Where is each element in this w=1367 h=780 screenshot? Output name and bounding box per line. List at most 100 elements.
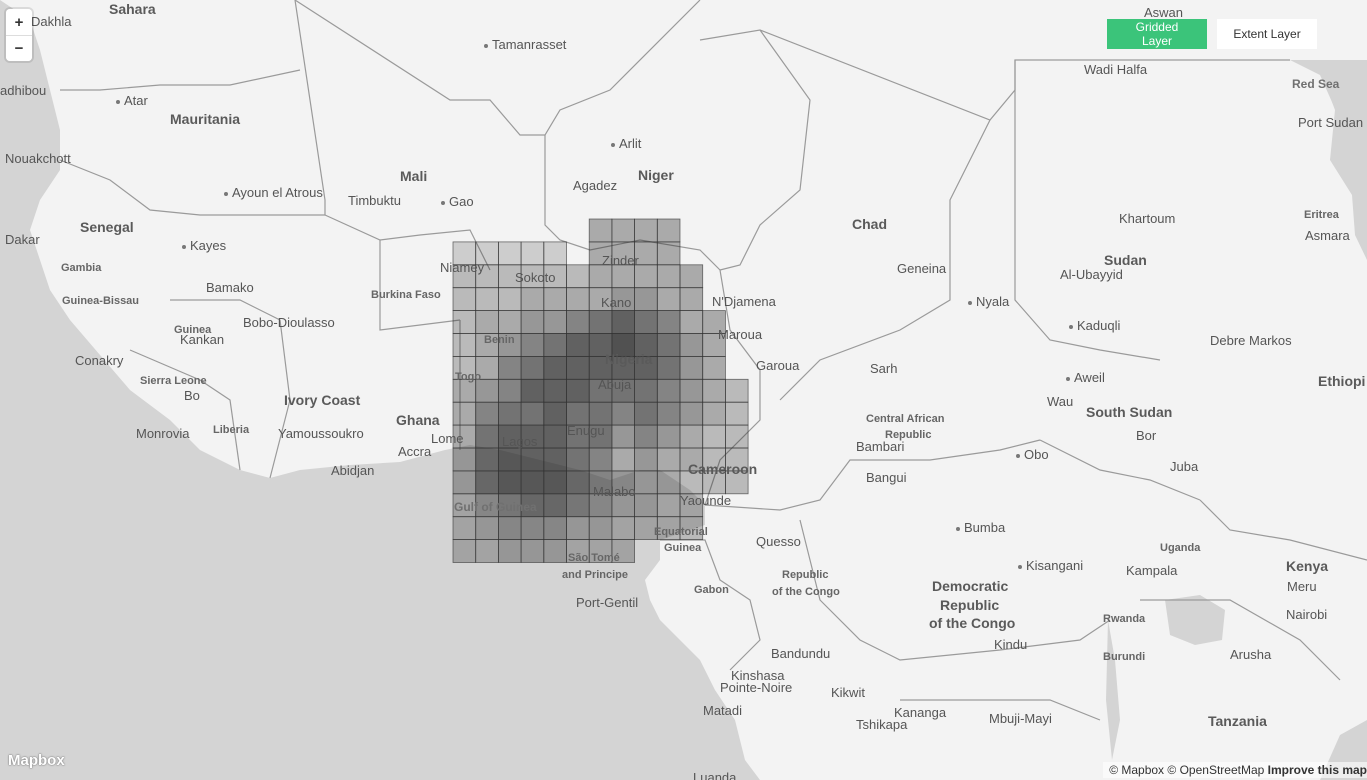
grid-cell[interactable]: [520, 310, 545, 334]
grid-cell[interactable]: [588, 218, 613, 243]
grid-cell[interactable]: [679, 378, 704, 403]
grid-cell[interactable]: [543, 539, 567, 563]
grid-cell[interactable]: [611, 401, 636, 426]
grid-cell[interactable]: [634, 310, 658, 334]
grid-cell[interactable]: [497, 447, 522, 472]
grid-cell[interactable]: [520, 470, 545, 495]
grid-cell[interactable]: [520, 447, 545, 472]
grid-cell[interactable]: [588, 516, 613, 541]
grid-cell[interactable]: [656, 378, 681, 403]
grid-cell[interactable]: [452, 516, 477, 541]
grid-cell[interactable]: [475, 401, 499, 426]
grid-cell[interactable]: [543, 378, 567, 403]
grid-cell[interactable]: [543, 447, 567, 472]
grid-cell[interactable]: [656, 424, 681, 449]
grid-cell[interactable]: [566, 516, 590, 541]
grid-cell[interactable]: [452, 447, 477, 472]
grid-cell[interactable]: [679, 310, 704, 334]
grid-cell[interactable]: [702, 378, 726, 403]
grid-cell[interactable]: [656, 493, 681, 518]
grid-cell[interactable]: [725, 424, 749, 449]
grid-cell[interactable]: [543, 355, 567, 380]
grid-cell[interactable]: [452, 333, 477, 357]
grid-cell[interactable]: [679, 401, 704, 426]
grid-cell[interactable]: [520, 241, 545, 266]
grid-cell[interactable]: [702, 401, 726, 426]
grid-cell[interactable]: [679, 516, 704, 541]
grid-cell[interactable]: [452, 310, 477, 334]
grid-cell[interactable]: [634, 378, 658, 403]
attribution-osm[interactable]: © OpenStreetMap: [1167, 763, 1265, 777]
grid-cell[interactable]: [634, 424, 658, 449]
grid-cell[interactable]: [475, 310, 499, 334]
grid-cell[interactable]: [588, 264, 613, 289]
grid-cell[interactable]: [725, 378, 749, 403]
grid-cell[interactable]: [543, 493, 567, 518]
grid-cell[interactable]: [588, 401, 613, 426]
grid-cell[interactable]: [634, 401, 658, 426]
grid-cell[interactable]: [634, 493, 658, 518]
grid-cell[interactable]: [634, 218, 658, 243]
grid-cell[interactable]: [611, 264, 636, 289]
grid-cell[interactable]: [520, 401, 545, 426]
grid-cell[interactable]: [566, 355, 590, 380]
grid-cell[interactable]: [543, 287, 567, 312]
grid-cell[interactable]: [611, 218, 636, 243]
grid-cell[interactable]: [475, 516, 499, 541]
grid-cell[interactable]: [520, 539, 545, 563]
grid-cell[interactable]: [656, 218, 681, 243]
grid-cell[interactable]: [611, 310, 636, 334]
grid-cell[interactable]: [497, 539, 522, 563]
grid-cell[interactable]: [520, 287, 545, 312]
grid-cell[interactable]: [520, 516, 545, 541]
grid-cell[interactable]: [656, 310, 681, 334]
grid-cell[interactable]: [656, 264, 681, 289]
grid-cell[interactable]: [475, 447, 499, 472]
grid-cell[interactable]: [634, 287, 658, 312]
grid-cell[interactable]: [634, 447, 658, 472]
grid-cell[interactable]: [588, 310, 613, 334]
grid-cell[interactable]: [656, 355, 681, 380]
grid-cell[interactable]: [634, 470, 658, 495]
grid-cell[interactable]: [566, 401, 590, 426]
grid-cell[interactable]: [679, 287, 704, 312]
grid-cell[interactable]: [679, 264, 704, 289]
grid-cell[interactable]: [566, 287, 590, 312]
grid-cell[interactable]: [588, 447, 613, 472]
grid-cell[interactable]: [679, 355, 704, 380]
grid-cell[interactable]: [497, 310, 522, 334]
attribution-mapbox[interactable]: © Mapbox: [1109, 763, 1165, 777]
grid-cell[interactable]: [543, 424, 567, 449]
grid-cell[interactable]: [702, 424, 726, 449]
grid-cell[interactable]: [475, 424, 499, 449]
grid-cell[interactable]: [475, 539, 499, 563]
grid-cell[interactable]: [611, 424, 636, 449]
grid-cell[interactable]: [566, 470, 590, 495]
grid-cell[interactable]: [656, 241, 681, 266]
grid-cell[interactable]: [452, 539, 477, 563]
improve-map-link[interactable]: Improve this map: [1267, 763, 1367, 777]
grid-cell[interactable]: [543, 401, 567, 426]
grid-cell[interactable]: [543, 470, 567, 495]
gridded-layer[interactable]: [452, 218, 749, 563]
grid-cell[interactable]: [566, 264, 590, 289]
grid-cell[interactable]: [497, 401, 522, 426]
grid-cell[interactable]: [497, 516, 522, 541]
grid-cell[interactable]: [656, 447, 681, 472]
grid-cell[interactable]: [566, 333, 590, 357]
grid-cell[interactable]: [497, 287, 522, 312]
grid-cell[interactable]: [475, 470, 499, 495]
grid-cell[interactable]: [520, 333, 545, 357]
grid-cell[interactable]: [566, 310, 590, 334]
grid-cell[interactable]: [566, 493, 590, 518]
grid-cell[interactable]: [497, 241, 522, 266]
grid-cell[interactable]: [634, 264, 658, 289]
grid-cell[interactable]: [497, 355, 522, 380]
extent-layer-button[interactable]: Extent Layer: [1217, 19, 1317, 49]
grid-cell[interactable]: [452, 287, 477, 312]
grid-cell[interactable]: [611, 447, 636, 472]
grid-cell[interactable]: [497, 378, 522, 403]
grid-cell[interactable]: [543, 333, 567, 357]
grid-cell[interactable]: [656, 470, 681, 495]
grid-cell[interactable]: [702, 355, 726, 380]
